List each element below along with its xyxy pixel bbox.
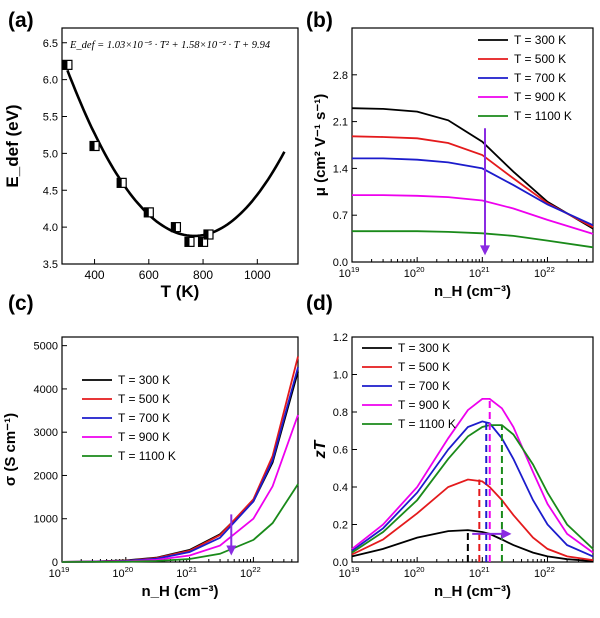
panel-b-ytick-label: 2.8 (333, 70, 348, 82)
panel-a-label: (a) (8, 9, 34, 32)
panel-d-ytick-label: 1.2 (333, 332, 348, 344)
panel-a-point-half (90, 141, 95, 151)
panel-c-ytick-label: 4000 (34, 384, 58, 396)
panel-d-legend-label: T = 300 K (398, 341, 450, 355)
panel-b-series-1 (351, 135, 594, 228)
panel-a-point-half (171, 222, 176, 232)
panel-d-xtick-label: 1022 (534, 565, 555, 580)
panel-c-xtick-label: 1021 (176, 565, 197, 580)
panel-a-ytick-label: 4.0 (43, 222, 58, 234)
panel-b-legend-label: T = 900 K (514, 90, 566, 104)
panel-b-ytick-label: 0.0 (333, 257, 348, 269)
panel-a-ytick-label: 6.5 (43, 38, 58, 50)
panel-b-ytick-label: 1.4 (333, 163, 348, 175)
panel-d-ytick-label: 0.8 (333, 407, 348, 419)
panel-a-point-half (144, 207, 149, 217)
panel-a-xtick-label: 1000 (244, 268, 271, 282)
panel-d-legend-label: T = 500 K (398, 360, 450, 374)
panel-c-legend-label: T = 1100 K (118, 449, 176, 463)
panel-a-point-half (184, 237, 190, 247)
panel-b-ytick-label: 0.7 (333, 210, 348, 222)
panel-c-legend-label: T = 500 K (118, 392, 170, 406)
panel-a-frame (61, 27, 299, 265)
panel-a-fit-curve (66, 69, 286, 238)
panel-d-series-3 (351, 398, 594, 554)
panel-b-ytick-label: 2.1 (333, 117, 348, 129)
panel-c-ylabel: σ (S cm⁻¹) (2, 413, 19, 486)
panel-d-series-1 (351, 478, 594, 561)
panel-a-xlabel: T (K) (161, 282, 200, 301)
panel-d-arrowhead (501, 528, 512, 539)
panel-b-xlabel: n_H (cm⁻³) (434, 283, 511, 300)
panel-a-xtick-label: 800 (193, 268, 213, 282)
panel-c-xlabel: n_H (cm⁻³) (141, 583, 218, 600)
panel-c-frame (61, 336, 299, 563)
panel-b-series-4 (352, 230, 594, 249)
panel-c-series-0 (61, 371, 299, 563)
panel-a-ytick-label: 4.5 (43, 185, 58, 197)
panel-c-xtick-label: 1022 (240, 565, 261, 580)
panel-d-ytick-label: 1.0 (333, 370, 348, 382)
panel-b-xtick-label: 1020 (404, 265, 425, 280)
panel-c-ytick-label: 5000 (34, 341, 58, 353)
panel-b-xtick-label: 1019 (339, 265, 360, 280)
panel-d-legend-label: T = 1100 K (398, 417, 456, 431)
panel-d-ytick-label: 0.4 (333, 482, 348, 494)
panel-a-ytick-label: 5.5 (43, 112, 58, 124)
panel-d-xtick-label: 1020 (404, 565, 425, 580)
panel-b-arrowhead (480, 245, 491, 256)
panel-d-xtick-label: 1019 (339, 565, 360, 580)
panel-d-ylabel: zT (312, 439, 329, 459)
panel-b-series-2 (352, 157, 594, 227)
panel-d-ytick-label: 0.6 (333, 445, 348, 457)
panel-c-ytick-label: 0 (52, 557, 58, 569)
panel-c-ytick-label: 3000 (34, 427, 58, 439)
panel-d-xlabel: n_H (cm⁻³) (434, 583, 511, 600)
panel-b-legend-label: T = 500 K (514, 52, 566, 66)
panel-a-ytick-label: 6.0 (43, 75, 58, 87)
panel-c-xtick-label: 1019 (49, 565, 70, 580)
panel-c-label: (c) (8, 292, 34, 315)
panel-b-series-3 (352, 194, 594, 235)
panel-b-xtick-label: 1022 (534, 265, 555, 280)
panel-c-ytick-label: 1000 (34, 514, 58, 526)
panel-c-legend-label: T = 900 K (118, 430, 170, 444)
panel-b-xtick-label: 1021 (469, 265, 490, 280)
panel-a-ytick-label: 5.0 (43, 148, 58, 160)
panel-a-point-half (198, 237, 204, 247)
panel-b-legend-label: T = 300 K (514, 33, 566, 47)
panel-b-label: (b) (306, 9, 333, 32)
panel-c-legend-label: T = 300 K (118, 373, 170, 387)
panel-c-xtick-label: 1020 (112, 565, 133, 580)
panel-b-ylabel: μ (cm² V⁻¹ s⁻¹) (312, 94, 329, 197)
panel-b-series-0 (351, 107, 594, 230)
panel-d-legend-label: T = 900 K (398, 398, 450, 412)
panel-d-ytick-label: 0.2 (333, 520, 348, 532)
panel-d-label: (d) (306, 292, 333, 315)
panel-b-legend-label: T = 1100 K (514, 109, 572, 123)
panel-a-xtick-label: 400 (85, 268, 105, 282)
panel-c-arrowhead (226, 545, 237, 556)
panel-d-xtick-label: 1021 (469, 565, 490, 580)
panel-a-point-half (203, 230, 209, 239)
panel-a-xtick-label: 600 (139, 268, 159, 282)
panel-a-point-half (117, 178, 122, 188)
panel-a-equation: E_def = 1.03×10⁻⁵ · T² + 1.58×10⁻² · T +… (69, 40, 271, 51)
panel-d-ytick-label: 0.0 (333, 557, 348, 569)
panel-a-ylabel: E_def (eV) (3, 104, 22, 187)
panel-d-legend-label: T = 700 K (398, 379, 450, 393)
panel-c-legend-label: T = 700 K (118, 411, 170, 425)
panel-a-ytick-label: 3.5 (43, 259, 58, 271)
panel-c-series-4 (61, 483, 299, 563)
panel-a-point-half (62, 60, 68, 70)
panel-c-ytick-label: 2000 (34, 470, 58, 482)
panel-b-legend-label: T = 700 K (514, 71, 566, 85)
